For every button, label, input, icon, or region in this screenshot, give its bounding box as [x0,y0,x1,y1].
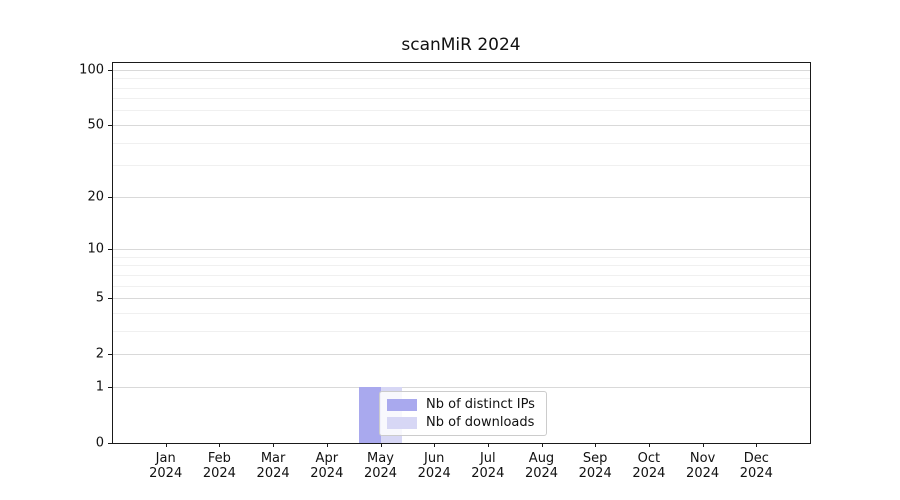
y-tick-label-5: 5 [95,290,104,306]
x-tick-mark-sep [595,443,597,447]
x-tick-mark-mar [273,443,275,447]
minor-gridline-y8 [112,265,810,267]
y-tick-mark-0 [108,443,112,444]
minor-gridline-y3 [112,330,810,332]
minor-gridline-y60 [112,110,810,112]
major-gridline-y100 [112,69,810,71]
x-tick-label-feb: Feb 2024 [202,451,236,481]
x-tick-mark-oct [648,443,650,447]
y-tick-label-2: 2 [95,346,104,362]
x-tick-label-mar: Mar 2024 [256,451,290,481]
legend-swatch-downloads [387,416,417,429]
x-tick-mark-feb [219,443,221,447]
x-tick-label-nov: Nov 2024 [686,451,720,481]
x-tick-mark-dec [756,443,758,447]
y-tick-mark-5 [108,298,112,299]
x-tick-mark-nov [702,443,704,447]
legend-item-downloads: Nb of downloads [387,415,539,430]
y-tick-label-0: 0 [95,435,104,451]
minor-gridline-y30 [112,165,810,167]
y-tick-mark-10 [108,249,112,250]
major-gridline-y2 [112,354,810,356]
minor-gridline-y9 [112,256,810,258]
legend: Nb of distinct IPs Nb of downloads [379,391,547,436]
x-tick-label-apr: Apr 2024 [310,451,344,481]
x-tick-mark-jan [165,443,167,447]
minor-gridline-y40 [112,142,810,144]
y-tick-label-20: 20 [87,189,104,205]
legend-swatch-distinct-ips [387,398,417,411]
x-tick-mark-jul [487,443,489,447]
minor-gridline-y90 [112,78,810,80]
x-tick-mark-aug [541,443,543,447]
x-tick-label-jul: Jul 2024 [471,451,505,481]
chart-title: scanMiR 2024 [401,35,521,55]
y-tick-label-1: 1 [95,379,104,395]
x-tick-label-jun: Jun 2024 [417,451,451,481]
minor-gridline-y80 [112,87,810,89]
bar-nb-of-distinct-ips-may-2024 [359,386,381,443]
legend-label-distinct-ips: Nb of distinct IPs [426,397,535,412]
y-tick-mark-100 [108,69,112,71]
y-tick-label-10: 10 [87,241,104,257]
major-gridline-y20 [112,196,810,198]
x-tick-mark-may [380,443,382,447]
y-tick-mark-50 [108,124,112,126]
x-tick-label-dec: Dec 2024 [739,451,773,481]
y-tick-label-50: 50 [87,117,104,133]
minor-gridline-y4 [112,312,810,314]
y-tick-mark-20 [108,196,112,198]
x-tick-label-jan: Jan 2024 [149,451,183,481]
x-tick-label-aug: Aug 2024 [524,451,559,481]
y-tick-mark-1 [108,386,112,388]
minor-gridline-y70 [112,98,810,100]
x-tick-label-oct: Oct 2024 [632,451,666,481]
y-tick-label-100: 100 [79,62,104,78]
minor-gridline-y7 [112,274,810,276]
y-tick-mark-2 [108,354,112,356]
major-gridline-y10 [112,249,810,250]
major-gridline-y1 [112,386,810,388]
major-gridline-y50 [112,124,810,126]
legend-label-downloads: Nb of downloads [426,415,535,430]
legend-item-distinct-ips: Nb of distinct IPs [387,397,539,412]
x-tick-mark-jun [434,443,436,447]
x-tick-label-sep: Sep 2024 [578,451,612,481]
major-gridline-y5 [112,298,810,299]
x-tick-label-may: May 2024 [363,451,398,481]
minor-gridline-y6 [112,285,810,287]
x-tick-mark-apr [326,443,328,447]
